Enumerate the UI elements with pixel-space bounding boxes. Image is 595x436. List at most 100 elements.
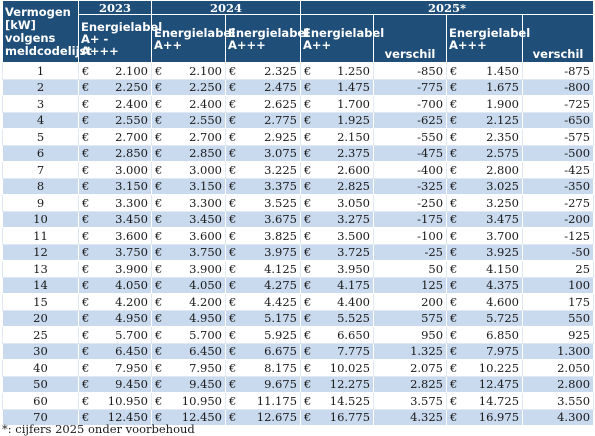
amount-cell: €4.375: [446, 276, 524, 294]
amount-cell: €10.225: [446, 359, 524, 377]
amount-value: 12.450: [107, 410, 148, 425]
amount-value: 1.900: [486, 96, 520, 111]
table-row: 50 €9.450 €9.450 €9.675 €12.275 2.825 €12.475 2…: [2, 375, 595, 393]
capacity-cell: 9: [2, 194, 79, 212]
euro-sign: €: [229, 129, 237, 144]
amount-cell: €5.925: [224, 326, 302, 344]
amount-value: 2.550: [189, 113, 222, 128]
euro-sign: €: [82, 96, 90, 111]
euro-sign: €: [450, 344, 458, 359]
capacity-cell: 12: [2, 243, 79, 261]
amount-value: 1.925: [337, 113, 371, 128]
amount-value: 4.125: [264, 261, 298, 276]
euro-sign: €: [229, 377, 237, 392]
difference-cell: 3.575: [373, 392, 448, 410]
euro-sign: €: [82, 113, 90, 128]
euro-sign: €: [450, 80, 458, 95]
table-row: 70 €12.450 €12.450 €12.675 €16.775 4.325 €16.9…: [2, 408, 595, 426]
amount-cell: €3.000: [151, 161, 226, 179]
year-header-2023: 2023: [78, 0, 152, 15]
euro-sign: €: [304, 393, 312, 408]
amount-value: 3.975: [264, 245, 298, 260]
euro-sign: €: [229, 360, 237, 375]
capacity-cell: 3: [2, 95, 79, 113]
euro-sign: €: [229, 195, 237, 210]
amount-value: 4.425: [264, 294, 298, 309]
euro-sign: €: [229, 294, 237, 309]
amount-cell: €1.900: [446, 95, 524, 113]
difference-cell: -700: [373, 95, 448, 113]
euro-sign: €: [304, 377, 312, 392]
difference-cell: 575: [373, 309, 448, 327]
difference-cell: -725: [522, 95, 595, 113]
table-row: 7 €3.000 €3.000 €3.225 €2.600 -400 €2.800 -425: [2, 161, 595, 179]
table-row: 8 €3.150 €3.150 €3.375 €2.825 -325 €3.025 -350: [2, 177, 595, 195]
table-row: 20 €4.950 €4.950 €5.175 €5.525 575 €5.725 550: [2, 309, 595, 327]
euro-sign: €: [155, 327, 163, 342]
table-body: 1 €2.100 €2.100 €2.325 €1.250 -850 €1.450 -875 2…: [2, 62, 595, 426]
euro-sign: €: [304, 294, 312, 309]
capacity-cell: 20: [2, 309, 79, 327]
euro-sign: €: [229, 113, 237, 128]
amount-value: 6.675: [264, 344, 298, 359]
amount-cell: €2.400: [78, 95, 152, 113]
amount-value: 3.825: [264, 228, 298, 243]
euro-sign: €: [229, 327, 237, 342]
amount-cell: €3.600: [78, 227, 152, 245]
amount-cell: €2.250: [78, 78, 152, 96]
capacity-cell: 30: [2, 342, 79, 360]
table-row: 4 €2.550 €2.550 €2.775 €1.925 -625 €2.125 -650: [2, 111, 595, 129]
amount-value: 4.150: [486, 261, 520, 276]
footnote: *: cijfers 2025 onder voorbehoud: [2, 422, 195, 436]
amount-value: 7.975: [486, 344, 520, 359]
capacity-cell: 15: [2, 293, 79, 311]
amount-value: 3.300: [189, 195, 222, 210]
amount-value: 3.750: [189, 245, 222, 260]
amount-cell: €3.250: [446, 194, 524, 212]
euro-sign: €: [450, 245, 458, 260]
euro-sign: €: [229, 80, 237, 95]
euro-sign: €: [155, 80, 163, 95]
amount-cell: €2.625: [224, 95, 302, 113]
amount-cell: €12.675: [224, 408, 302, 426]
amount-value: 5.700: [115, 327, 148, 342]
difference-cell: 2.800: [522, 375, 595, 393]
amount-cell: €3.600: [151, 227, 226, 245]
euro-sign: €: [82, 410, 90, 425]
euro-sign: €: [304, 360, 312, 375]
euro-sign: €: [304, 96, 312, 111]
euro-sign: €: [304, 311, 312, 326]
difference-cell: 2.075: [373, 359, 448, 377]
subsidy-table: Vermogen [kW] volgens meldcodelijst 2023…: [2, 0, 595, 426]
amount-cell: €3.300: [78, 194, 152, 212]
amount-value: 7.950: [115, 360, 148, 375]
amount-value: 14.525: [329, 393, 371, 408]
euro-sign: €: [304, 261, 312, 276]
amount-cell: €3.475: [446, 210, 524, 228]
difference-cell: -350: [522, 177, 595, 195]
euro-sign: €: [450, 294, 458, 309]
amount-cell: €7.950: [151, 359, 226, 377]
amount-value: 3.900: [115, 261, 148, 276]
table-row: 60 €10.950 €10.950 €11.175 €14.525 3.575 €14.7…: [2, 392, 595, 410]
amount-value: 2.375: [337, 146, 371, 161]
amount-value: 3.000: [115, 162, 148, 177]
amount-value: 2.150: [337, 129, 371, 144]
amount-cell: €6.650: [300, 326, 375, 344]
difference-cell: -200: [522, 210, 595, 228]
table-row: 14 €4.050 €4.050 €4.275 €4.175 125 €4.375 100: [2, 276, 595, 294]
amount-cell: €16.775: [300, 408, 375, 426]
column-header-difference-1: verschil: [373, 14, 448, 63]
amount-cell: €3.950: [300, 260, 375, 278]
capacity-cell: 60: [2, 392, 79, 410]
amount-value: 2.100: [189, 63, 222, 78]
euro-sign: €: [304, 146, 312, 161]
amount-cell: €2.100: [151, 62, 226, 80]
amount-cell: €4.200: [78, 293, 152, 311]
amount-cell: €12.450: [78, 408, 152, 426]
difference-cell: -50: [522, 243, 595, 261]
euro-sign: €: [304, 162, 312, 177]
amount-value: 2.700: [115, 129, 148, 144]
euro-sign: €: [82, 393, 90, 408]
euro-sign: €: [450, 179, 458, 194]
